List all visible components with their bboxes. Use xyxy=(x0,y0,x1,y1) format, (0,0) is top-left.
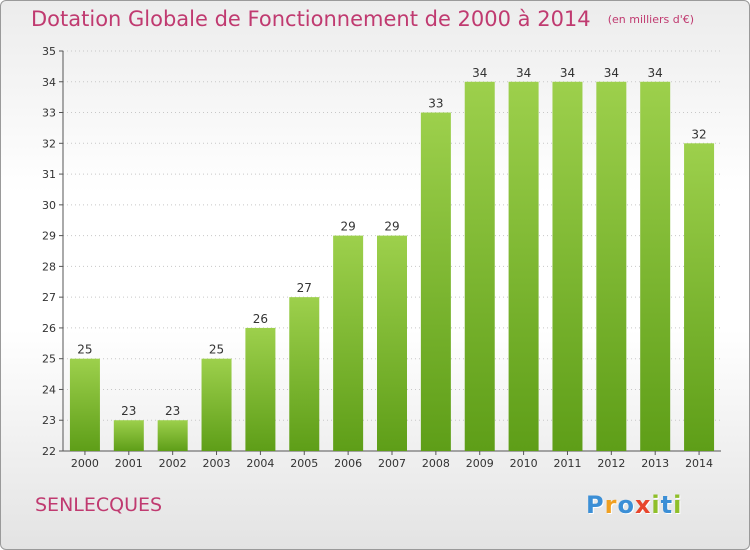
data-label: 27 xyxy=(297,281,312,295)
labels: 22 23 24 25 26 27 28 29 30 31 32 33 34 35 25 2000 23 2001… xyxy=(42,45,713,470)
y-tick-label: 29 xyxy=(42,230,56,243)
data-label: 32 xyxy=(691,127,706,141)
y-tick-label: 24 xyxy=(42,383,56,396)
y-tick-label: 22 xyxy=(42,445,56,458)
data-label: 34 xyxy=(604,66,619,80)
data-label: 23 xyxy=(165,404,180,418)
x-tick-label: 2012 xyxy=(597,457,625,470)
data-label: 29 xyxy=(384,220,399,234)
bar xyxy=(508,81,539,452)
bar xyxy=(113,420,144,451)
bar xyxy=(377,235,407,451)
x-tick-label: 2003 xyxy=(203,457,231,470)
data-label: 26 xyxy=(253,312,268,326)
bar xyxy=(464,81,495,452)
data-label: 34 xyxy=(648,66,663,80)
x-tick-label: 2014 xyxy=(685,457,713,470)
y-tick-label: 26 xyxy=(42,322,56,335)
y-tick-label: 25 xyxy=(42,353,56,366)
x-tick-label: 2004 xyxy=(246,457,274,470)
x-tick-label: 2001 xyxy=(115,457,143,470)
logo-letter: o xyxy=(617,491,635,519)
y-tick-label: 32 xyxy=(42,137,56,150)
data-label: 33 xyxy=(428,97,443,111)
data-label: 34 xyxy=(560,66,575,80)
x-tick-label: 2007 xyxy=(378,457,406,470)
x-tick-label: 2009 xyxy=(466,457,494,470)
municipality-name: SENLECQUES xyxy=(35,494,163,516)
logo-letter: i xyxy=(673,491,683,519)
logo-letter: x xyxy=(634,491,652,519)
bar xyxy=(333,235,364,451)
x-tick-label: 2006 xyxy=(334,457,362,470)
logo-letter: t xyxy=(660,491,674,519)
bar xyxy=(289,297,320,451)
x-tick-label: 2000 xyxy=(71,457,99,470)
unit-note: (en milliers d'€) xyxy=(607,13,695,26)
chart-title: Dotation Globale de Fonctionnement de 20… xyxy=(31,7,591,31)
bar xyxy=(69,358,100,451)
x-tick-label: 2008 xyxy=(422,457,450,470)
bar xyxy=(684,143,715,452)
y-tick-label: 31 xyxy=(42,168,56,181)
logo-letter: P xyxy=(586,491,605,519)
logo-letter: i xyxy=(651,491,661,519)
x-tick-label: 2013 xyxy=(641,457,669,470)
data-label: 34 xyxy=(472,66,487,80)
y-tick-label: 35 xyxy=(42,45,56,58)
bar xyxy=(420,112,451,452)
data-label: 29 xyxy=(340,220,355,234)
proxiti-logo: Proxiti xyxy=(586,491,682,519)
bars xyxy=(69,81,715,452)
y-tick-label: 23 xyxy=(42,414,56,427)
y-tick-label: 33 xyxy=(42,107,56,120)
data-label: 23 xyxy=(121,404,136,418)
bar xyxy=(640,81,671,452)
y-tick-label: 27 xyxy=(42,291,56,304)
bar xyxy=(201,358,232,451)
x-tick-label: 2010 xyxy=(510,457,538,470)
x-tick-label: 2011 xyxy=(553,457,581,470)
bar xyxy=(245,327,276,451)
y-tick-label: 34 xyxy=(42,76,56,89)
y-tick-label: 28 xyxy=(42,260,56,273)
y-tick-label: 30 xyxy=(42,199,56,212)
x-tick-label: 2005 xyxy=(290,457,318,470)
bar xyxy=(596,81,627,452)
data-label: 25 xyxy=(209,343,224,357)
bar xyxy=(552,81,583,452)
title-row: Dotation Globale de Fonctionnement de 20… xyxy=(31,7,694,31)
x-tick-label: 2002 xyxy=(159,457,187,470)
data-label: 25 xyxy=(77,343,92,357)
logo-letter: r xyxy=(604,491,618,519)
bar xyxy=(157,420,188,451)
data-label: 34 xyxy=(516,66,531,80)
